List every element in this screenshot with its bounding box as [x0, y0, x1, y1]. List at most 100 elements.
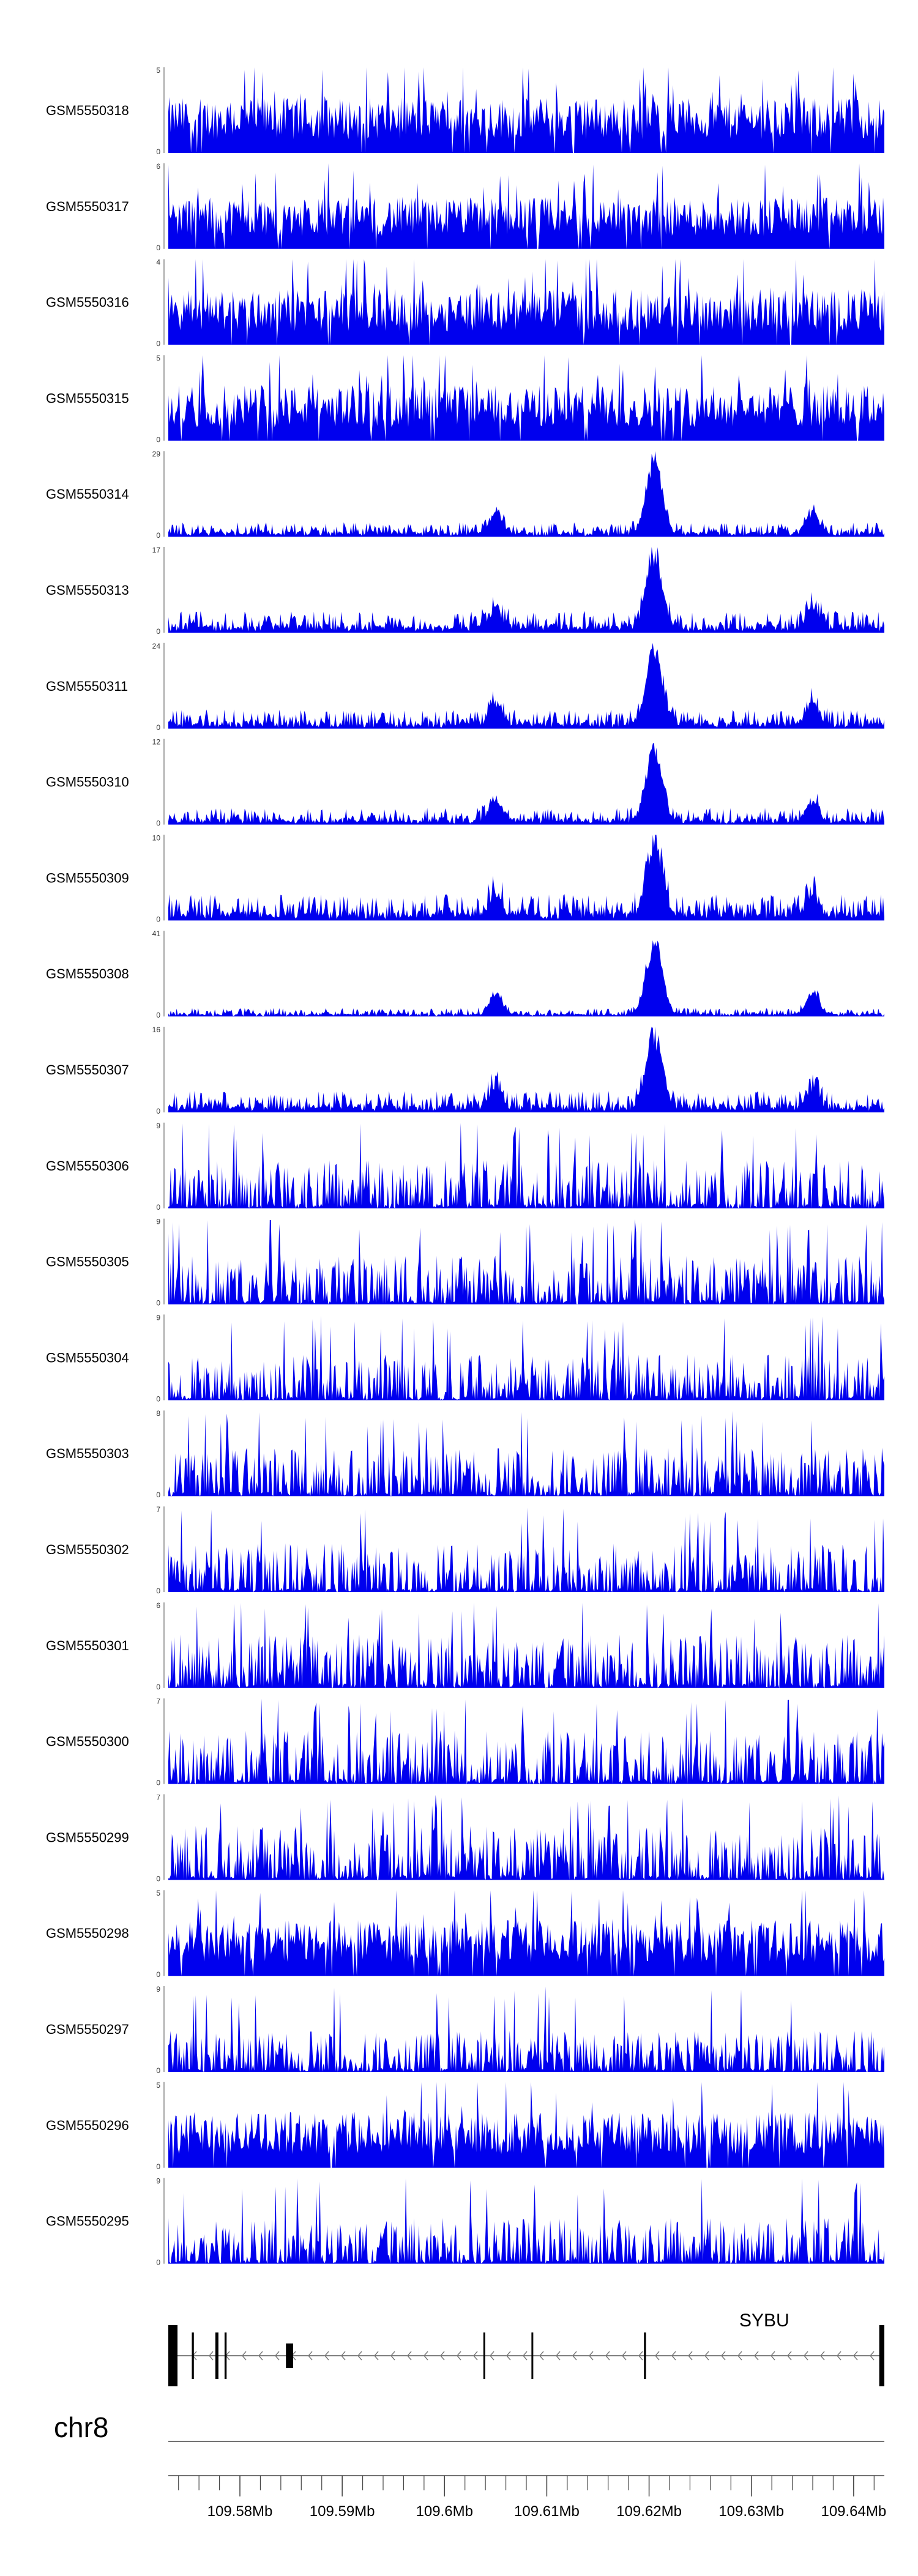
- axis-tick-label: 109.61Mb: [514, 2503, 580, 2520]
- track-GSM5550302: GSM5550302 7 0: [46, 1505, 884, 1595]
- track-label: GSM5550296: [46, 2118, 129, 2133]
- track-label: GSM5550307: [46, 1062, 129, 1078]
- track-ymin-label: 0: [156, 2066, 160, 2075]
- genome-axis-track: chr8 109.58Mb 109.59Mb 109.6Mb 109.61Mb 109.…: [54, 2411, 886, 2520]
- track-GSM5550304: GSM5550304 9 0: [46, 1313, 884, 1403]
- track-GSM5550300: GSM5550300 7 0: [46, 1697, 884, 1787]
- track-ymax-label: 9: [156, 1122, 160, 1130]
- signal-area: [168, 355, 884, 441]
- track-ymax-label: 6: [156, 1601, 160, 1610]
- track-GSM5550310: GSM5550310 12 0: [46, 738, 884, 828]
- track-ymin-label: 0: [156, 244, 160, 252]
- exon: [168, 2325, 178, 2386]
- strand-arrow: [837, 2351, 842, 2361]
- track-ymax-label: 16: [152, 1026, 161, 1034]
- exon: [531, 2332, 534, 2379]
- strand-arrow: [737, 2351, 742, 2361]
- signal-area: [168, 163, 884, 249]
- track-label: GSM5550313: [46, 583, 129, 598]
- track-ymax-label: 9: [156, 1313, 160, 1322]
- track-GSM5550298: GSM5550298 5 0: [46, 1889, 884, 1979]
- exon: [286, 2343, 293, 2368]
- track-GSM5550317: GSM5550317 6 0: [46, 162, 884, 252]
- track-GSM5550297: GSM5550297 9 0: [46, 1985, 884, 2075]
- track-ymax-label: 4: [156, 258, 160, 267]
- track-label: GSM5550318: [46, 103, 129, 118]
- signal-area: [168, 1890, 884, 1976]
- strand-arrow: [258, 2351, 263, 2361]
- track-ymin-label: 0: [156, 2258, 160, 2267]
- track-ymax-label: 5: [156, 1889, 160, 1897]
- strand-arrow: [308, 2351, 313, 2361]
- exon: [644, 2332, 646, 2379]
- signal-area: [168, 642, 884, 729]
- track-ymin-label: 0: [156, 819, 160, 828]
- exon: [192, 2332, 194, 2379]
- strand-arrow: [390, 2351, 395, 2361]
- track-ymax-label: 8: [156, 1409, 160, 1418]
- track-ymax-label: 5: [156, 354, 160, 362]
- strand-arrow: [721, 2351, 726, 2361]
- axis-tick-label: 109.6Mb: [416, 2503, 473, 2520]
- track-label: GSM5550308: [46, 966, 129, 981]
- track-ymax-label: 9: [156, 1218, 160, 1226]
- track-label: GSM5550309: [46, 870, 129, 885]
- signal-area: [168, 1219, 884, 1305]
- track-ymin-label: 0: [156, 2162, 160, 2171]
- track-label: GSM5550299: [46, 1830, 129, 1845]
- track-ymin-label: 0: [156, 627, 160, 636]
- exon: [879, 2325, 884, 2386]
- signal-area: [168, 1410, 884, 1497]
- strand-arrow: [357, 2351, 362, 2361]
- track-GSM5550315: GSM5550315 5 0: [46, 354, 884, 444]
- track-ymin-label: 0: [156, 1299, 160, 1308]
- strand-arrow: [853, 2351, 858, 2361]
- signal-area: [168, 743, 884, 825]
- track-ymin-label: 0: [156, 723, 160, 732]
- track-ymin-label: 0: [156, 1587, 160, 1595]
- strand-arrow: [572, 2351, 577, 2361]
- strand-arrow: [473, 2351, 478, 2361]
- track-label: GSM5550303: [46, 1446, 129, 1461]
- track-label: GSM5550317: [46, 199, 129, 214]
- track-GSM5550308: GSM5550308 41 0: [46, 929, 884, 1019]
- track-ymax-label: 5: [156, 2081, 160, 2090]
- track-GSM5550309: GSM5550309 10 0: [46, 833, 884, 923]
- track-ymin-label: 0: [156, 1683, 160, 1691]
- strand-arrow: [655, 2351, 660, 2361]
- strand-arrow: [638, 2351, 643, 2361]
- strand-arrow: [787, 2351, 792, 2361]
- track-label: GSM5550316: [46, 295, 129, 310]
- gene-name-label: SYBU: [739, 2310, 789, 2331]
- strand-arrow: [407, 2351, 412, 2361]
- track-ymin-label: 0: [156, 1779, 160, 1787]
- chromosome-label: chr8: [54, 2411, 108, 2443]
- strand-arrow: [341, 2351, 346, 2361]
- track-label: GSM5550300: [46, 1734, 129, 1749]
- signal-area: [168, 835, 884, 921]
- track-ymax-label: 29: [152, 450, 161, 458]
- signal-area: [168, 259, 884, 345]
- signal-area: [168, 1603, 884, 1688]
- axis-tick-label: 109.64Mb: [821, 2503, 886, 2520]
- track-label: GSM5550315: [46, 390, 129, 406]
- track-GSM5550305: GSM5550305 9 0: [46, 1218, 884, 1308]
- signal-area: [168, 1027, 884, 1112]
- signal-area: [168, 1795, 884, 1880]
- track-GSM5550299: GSM5550299 7 0: [46, 1793, 884, 1883]
- track-GSM5550314: GSM5550314 29 0: [46, 450, 884, 540]
- track-ymax-label: 12: [152, 738, 161, 746]
- strand-arrow: [242, 2351, 247, 2361]
- strand-arrow: [671, 2351, 676, 2361]
- track-GSM5550307: GSM5550307 16 0: [46, 1026, 884, 1115]
- track-ymax-label: 7: [156, 1697, 160, 1706]
- signal-tracks: GSM555031850GSM555031760GSM555031640GSM5…: [46, 66, 884, 2267]
- track-label: GSM5550295: [46, 2214, 129, 2229]
- track-ymin-label: 0: [156, 1394, 160, 1403]
- track-ymax-label: 9: [156, 1985, 160, 1993]
- axis-tick-label: 109.63Mb: [718, 2503, 784, 2520]
- strand-arrow: [589, 2351, 594, 2361]
- track-ymax-label: 5: [156, 66, 160, 75]
- strand-arrow: [820, 2351, 825, 2361]
